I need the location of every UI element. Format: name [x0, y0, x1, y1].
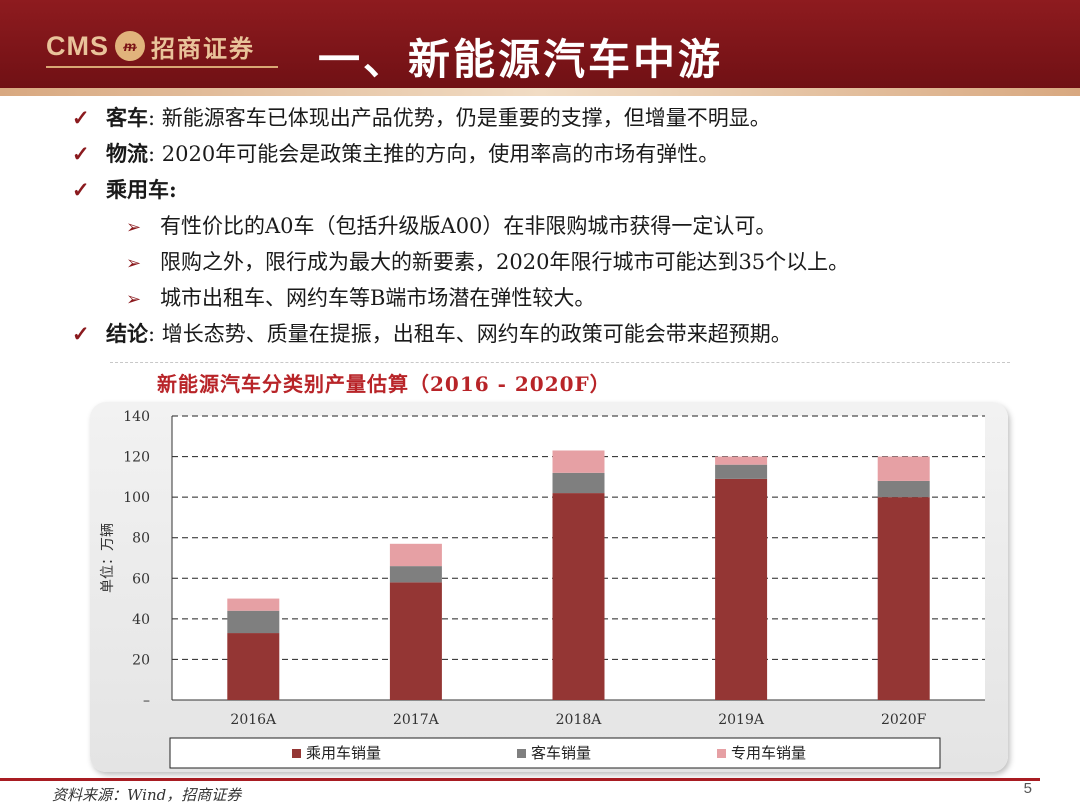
- legend-swatch: [717, 749, 726, 758]
- bullet-label: 乘用车: [106, 177, 169, 202]
- bullet-text: 新能源客车已体现出产品优势，仍是重要的支撑，但增量不明显。: [161, 106, 771, 130]
- y-tick-label: 100: [123, 490, 150, 506]
- bullet-item-bus: ✓ 客车: 新能源客车已体现出产品优势，仍是重要的支撑，但增量不明显。: [72, 100, 1062, 136]
- y-tick-label: 60: [132, 571, 150, 587]
- bar-segment: [877, 497, 930, 700]
- logo-company-name: 招商证券: [151, 34, 255, 63]
- bar-chart: – 20 40 60 80 100 120 140 单位：万辆 2016A 2017A 2018A 20…: [100, 409, 985, 769]
- checkmark-icon: ✓: [72, 141, 90, 166]
- bar-segment: [715, 456, 768, 465]
- arrow-right-icon: ➢: [126, 253, 142, 274]
- bar-segment: [389, 543, 442, 567]
- bullet-label: 客车: [106, 105, 148, 130]
- page-title: 一、新能源汽车中游: [318, 35, 724, 84]
- x-tick-label: 2020F: [881, 712, 927, 728]
- arrow-right-icon: ➢: [126, 289, 142, 310]
- sub-bullet-text: 城市出租车、网约车等B端市场潜在弹性较大。: [160, 286, 596, 310]
- checkmark-icon: ✓: [72, 177, 90, 202]
- x-tick-label: 2017A: [393, 712, 440, 728]
- bar-segment: [877, 456, 930, 481]
- y-tick-label: 20: [132, 652, 150, 668]
- bar-segment: [389, 566, 442, 583]
- bar-segment: [227, 610, 280, 634]
- source-note: 资料来源：Wind，招商证券: [52, 786, 242, 804]
- bar-segment: [715, 478, 768, 700]
- logo-underline: [46, 66, 278, 68]
- logo-cms-text: CMS: [46, 30, 109, 61]
- bullet-item-conclusion: ✓ 结论: 增长态势、质量在提振，出租车、网约车的政策可能会带来超预期。: [72, 316, 1062, 352]
- bullet-text: 2020年可能会是政策主推的方向，使用率高的市场有弹性。: [161, 142, 720, 166]
- checkmark-icon: ✓: [72, 321, 90, 346]
- bullet-separator: :: [148, 106, 156, 130]
- bullet-separator: :: [148, 322, 156, 346]
- sub-bullet-a0: ➢ 有性价比的A0车（包括升级版A00）在非限购城市获得一定认可。: [72, 208, 1062, 244]
- y-axis-label: 单位：万辆: [100, 523, 116, 593]
- company-logo: CMS ᵯ 招商证券: [46, 28, 255, 64]
- legend-swatch: [292, 749, 301, 758]
- bullet-item-passenger: ✓ 乘用车:: [72, 172, 1062, 208]
- checkmark-icon: ✓: [72, 105, 90, 130]
- y-tick-label: 80: [132, 531, 150, 547]
- legend-swatch: [517, 749, 526, 758]
- y-tick-label: 40: [132, 612, 150, 628]
- bullet-text: 增长态势、质量在提振，出租车、网约车的政策可能会带来超预期。: [161, 322, 792, 346]
- bar-segment: [389, 582, 442, 700]
- y-tick-label: 120: [123, 450, 150, 466]
- bar-segment: [227, 633, 280, 700]
- section-divider: [110, 362, 1010, 363]
- header-bar: [0, 0, 1080, 92]
- bar-segment: [552, 450, 605, 473]
- bar-segment: [552, 493, 605, 700]
- bullet-separator: :: [169, 177, 177, 202]
- bar-segment: [227, 598, 280, 611]
- arrow-right-icon: ➢: [126, 217, 142, 238]
- bullet-label: 结论: [106, 321, 148, 346]
- bullet-list: ✓ 客车: 新能源客车已体现出产品优势，仍是重要的支撑，但增量不明显。 ✓ 物流: …: [72, 100, 1062, 352]
- chart-title: 新能源汽车分类别产量估算（2016 - 2020F）: [157, 372, 611, 396]
- logo-emblem-icon: ᵯ: [115, 31, 145, 61]
- legend-box: [169, 737, 941, 769]
- footer-rule: [0, 778, 1040, 781]
- bar-segment: [715, 464, 768, 479]
- y-tick-label: –: [143, 693, 150, 709]
- y-tick-label: 140: [123, 409, 150, 425]
- sub-bullet-text: 有性价比的A0车（包括升级版A00）在非限购城市获得一定认可。: [160, 214, 777, 238]
- bullet-separator: :: [148, 142, 156, 166]
- page-number: 5: [1023, 780, 1032, 797]
- header-gold-band: [0, 88, 1080, 96]
- sub-bullet-text: 限购之外，限行成为最大的新要素，2020年限行城市可能达到35个以上。: [160, 250, 850, 274]
- bar-segment: [877, 480, 930, 498]
- legend-label: 专用车销量: [731, 744, 806, 762]
- sub-bullet-taxi: ➢ 城市出租车、网约车等B端市场潜在弹性较大。: [72, 280, 1062, 316]
- chart-panel: – 20 40 60 80 100 120 140 单位：万辆 2016A 2017A 2018A 20…: [90, 402, 1008, 772]
- bullet-label: 物流: [106, 141, 148, 166]
- sub-bullet-restriction: ➢ 限购之外，限行成为最大的新要素，2020年限行城市可能达到35个以上。: [72, 244, 1062, 280]
- x-tick-label: 2018A: [556, 712, 603, 728]
- x-tick-label: 2019A: [718, 712, 765, 728]
- bar-segment: [552, 472, 605, 494]
- x-tick-label: 2016A: [230, 712, 277, 728]
- legend-label: 乘用车销量: [306, 744, 381, 762]
- legend-label: 客车销量: [531, 744, 591, 762]
- bullet-item-logistics: ✓ 物流: 2020年可能会是政策主推的方向，使用率高的市场有弹性。: [72, 136, 1062, 172]
